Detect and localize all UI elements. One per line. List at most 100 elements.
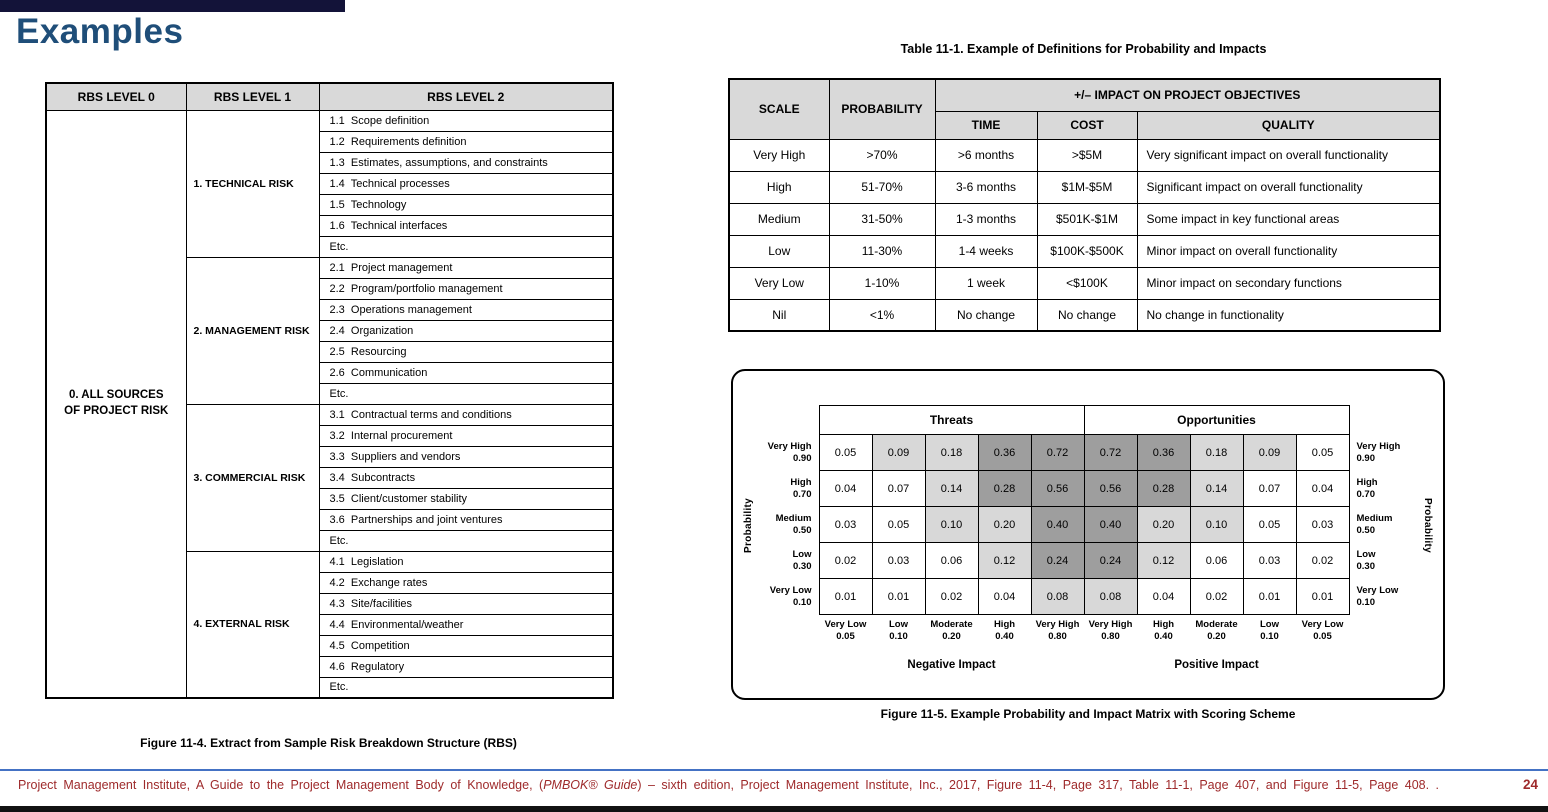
col-label-value: 0.10 [889,630,908,642]
rbs-item: 3.4 Subcontracts [318,466,614,489]
matrix-cell: 0.03 [1295,506,1350,543]
quality-cell: Significant impact on overall functional… [1136,170,1441,204]
matrix-cell: 0.07 [871,470,926,507]
rbs-item: 1.2 Requirements definition [318,130,614,153]
row-label-name: High [1356,477,1378,489]
matrix-cell: 0.18 [924,434,979,471]
footer-divider-line [0,769,1548,771]
col-label-value: 0.20 [1207,630,1226,642]
col-header-quality: QUALITY [1136,110,1441,140]
row-label-value: 0.30 [1356,560,1376,572]
matrix-row: Very Low 0.10 0.01 0.01 0.02 0.04 0.08 0.… [745,578,1423,615]
rbs-item: 1.1 Scope definition [318,109,614,132]
rbs-figure-caption: Figure 11-4. Extract from Sample Risk Br… [140,736,517,750]
probability-cell: >70% [828,138,936,172]
matrix-row-label-right: Very High 0.90 [1349,435,1423,471]
cost-cell: $501K-$1M [1036,202,1138,236]
rbs-item: Etc. [318,529,614,552]
scale-cell: High [728,170,830,204]
matrix-cell: 0.28 [1136,470,1191,507]
rbs-item: 2.2 Program/portfolio management [318,277,614,300]
cost-cell: $100K-$500K [1036,234,1138,268]
impact-definitions-table: SCALE PROBABILITY +/– IMPACT ON PROJECT … [728,78,1441,332]
col-label-name: Very Low [824,619,867,630]
matrix-row-label-left: Very High 0.90 [745,435,819,471]
matrix-cell: 0.24 [1083,542,1138,579]
probability-cell: 1-10% [828,266,936,300]
probability-cell: 11-30% [828,234,936,268]
matrix-cell: 0.24 [1030,542,1085,579]
matrix-cell: 0.72 [1083,434,1138,471]
rbs-item: 1.3 Estimates, assumptions, and constrai… [318,151,614,174]
matrix-row-label-right: Medium 0.50 [1349,507,1423,543]
rbs-item: Etc. [318,235,614,258]
scale-cell: Medium [728,202,830,236]
col-header-time: TIME [934,110,1038,140]
col-label-name: Very High [1088,619,1133,630]
matrix-cell: 0.04 [1295,470,1350,507]
spacer [1349,406,1423,435]
rbs-item: 1.6 Technical interfaces [318,214,614,237]
matrix-row: Low 0.30 0.02 0.03 0.06 0.12 0.24 0.24 0.… [745,542,1423,579]
impact-row: High 51-70% 3-6 months $1M-$5M Significa… [728,170,1441,204]
probability-cell: 31-50% [828,202,936,236]
scale-cell: Low [728,234,830,268]
col-label-name: Low [889,619,908,630]
matrix-row-label-left: Low 0.30 [745,543,819,579]
matrix-cell: 0.01 [818,578,873,615]
rbs-group-commercial: 3. COMMERCIAL RISK [185,403,320,552]
col-label-name: Very Low [1301,619,1344,630]
rbs-item: Etc. [318,676,614,699]
matrix-cell: 0.72 [1030,434,1085,471]
matrix-cell: 0.04 [818,470,873,507]
matrix-row: Medium 0.50 0.03 0.05 0.10 0.20 0.40 0.40… [745,506,1423,543]
footer: Project Management Institute, A Guide to… [18,777,1538,792]
rbs-group-technical: 1. TECHNICAL RISK [185,109,320,258]
spacer [1349,649,1423,671]
matrix-row-label-right: Low 0.30 [1349,543,1423,579]
matrix-cell: 0.09 [1242,434,1297,471]
rbs-item: Etc. [318,382,614,405]
citation-book-title: PMBOK® Guide [543,778,638,792]
matrix-cell: 0.03 [818,506,873,543]
col-label-value: 0.80 [1048,630,1067,642]
quality-cell: Very significant impact on overall funct… [1136,138,1441,172]
scale-cell: Very Low [728,266,830,300]
cost-cell: No change [1036,298,1138,332]
col-label-name: Moderate [1195,619,1238,630]
probability-axis-label-right: Probability [1422,498,1433,553]
col-label-value: 0.05 [836,630,855,642]
matrix-col-label: Very High 0.80 [1031,615,1084,649]
matrix-cell: 0.04 [977,578,1032,615]
rbs-header-row: RBS LEVEL 0 RBS LEVEL 1 RBS LEVEL 2 [45,82,614,111]
matrix-figure-caption: Figure 11-5. Example Probability and Imp… [880,707,1296,721]
row-label-value: 0.90 [1356,452,1376,464]
probability-cell: <1% [828,298,936,332]
quality-cell: Minor impact on overall functionality [1136,234,1441,268]
matrix-cell: 0.20 [1136,506,1191,543]
matrix-cell: 0.03 [871,542,926,579]
row-label-name: Very Low [769,585,812,597]
row-label-name: Low [792,549,812,561]
matrix-cell: 0.56 [1083,470,1138,507]
quality-cell: Some impact in key functional areas [1136,202,1441,236]
row-label-value: 0.50 [1356,524,1376,536]
impact-direction-row: Negative Impact Positive Impact [745,649,1423,671]
matrix-row: Very High 0.90 0.05 0.09 0.18 0.36 0.72 0… [745,434,1423,471]
row-label-name: Medium [1356,513,1393,525]
matrix-col-label: Very Low 0.05 [819,615,872,649]
impact-row: Low 11-30% 1-4 weeks $100K-$500K Minor i… [728,234,1441,268]
matrix-cell: 0.01 [1242,578,1297,615]
col-label-value: 0.40 [1154,630,1173,642]
col-label-name: Low [1260,619,1279,630]
citation-pre: Project Management Institute, A Guide to… [18,778,544,792]
matrix-col-label: Very Low 0.05 [1296,615,1349,649]
rbs-item: 2.4 Organization [318,319,614,342]
col-label-value: 0.05 [1313,630,1332,642]
probability-cell: 51-70% [828,170,936,204]
matrix-cell: 0.18 [1189,434,1244,471]
matrix-row-label-left: Very Low 0.10 [745,579,819,615]
page-number: 24 [1522,777,1538,792]
matrix-cell: 0.56 [1030,470,1085,507]
